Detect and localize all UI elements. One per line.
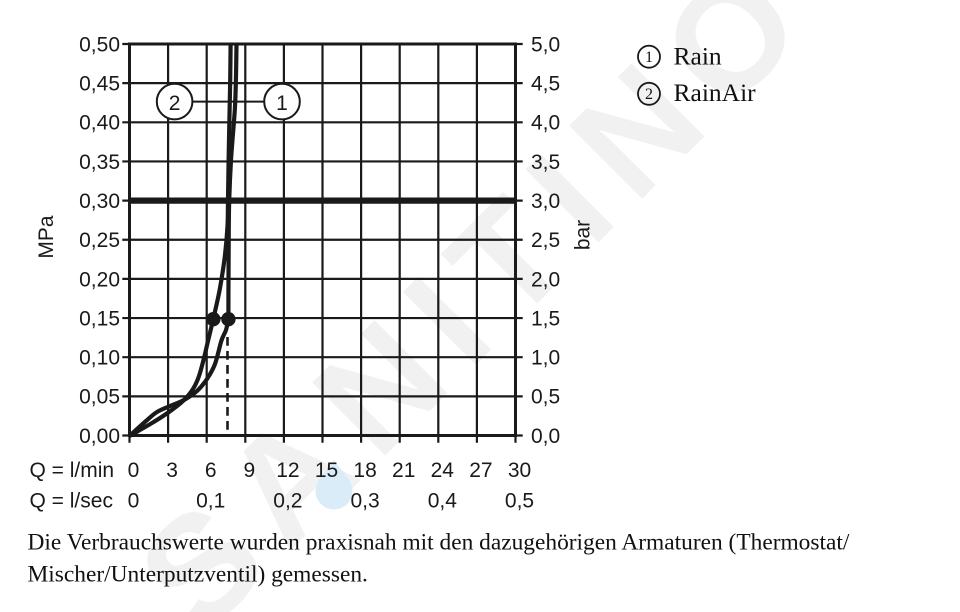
svg-text:0: 0 <box>128 490 140 513</box>
svg-text:0,05: 0,05 <box>79 386 120 409</box>
svg-text:1: 1 <box>645 49 653 66</box>
svg-text:0,25: 0,25 <box>79 229 120 252</box>
svg-text:9: 9 <box>243 459 255 482</box>
svg-text:bar: bar <box>572 220 595 250</box>
svg-text:6: 6 <box>205 459 217 482</box>
svg-text:0,35: 0,35 <box>79 151 120 174</box>
svg-text:21: 21 <box>392 459 415 482</box>
svg-text:MPa: MPa <box>35 215 58 259</box>
svg-text:RainAir: RainAir <box>674 78 757 107</box>
svg-text:5,0: 5,0 <box>531 33 560 56</box>
svg-text:3: 3 <box>166 459 178 482</box>
svg-text:Die Verbrauchswerte wurden pra: Die Verbrauchswerte wurden praxisnah mit… <box>28 530 850 556</box>
svg-text:0,5: 0,5 <box>531 386 560 409</box>
svg-text:0,10: 0,10 <box>79 347 120 370</box>
svg-text:0,45: 0,45 <box>79 73 120 96</box>
svg-text:0,4: 0,4 <box>428 490 458 513</box>
svg-text:0: 0 <box>128 459 140 482</box>
svg-text:0,20: 0,20 <box>79 268 120 291</box>
svg-text:0,0: 0,0 <box>531 425 560 448</box>
svg-text:12: 12 <box>276 459 299 482</box>
svg-text:2: 2 <box>169 92 181 115</box>
svg-text:1,5: 1,5 <box>531 307 560 330</box>
svg-text:15: 15 <box>315 459 338 482</box>
svg-text:18: 18 <box>353 459 376 482</box>
svg-text:0,30: 0,30 <box>79 190 120 213</box>
svg-text:0,00: 0,00 <box>79 425 120 448</box>
svg-text:2,0: 2,0 <box>531 268 560 291</box>
svg-text:Rain: Rain <box>674 42 722 71</box>
svg-text:Q = l/min: Q = l/min <box>30 459 115 482</box>
svg-text:0,50: 0,50 <box>79 33 120 56</box>
svg-text:4,0: 4,0 <box>531 112 560 135</box>
svg-text:0,2: 0,2 <box>273 490 302 513</box>
svg-text:0,1: 0,1 <box>196 490 225 513</box>
svg-text:0,40: 0,40 <box>79 112 120 135</box>
svg-text:0,3: 0,3 <box>350 490 379 513</box>
svg-text:0,5: 0,5 <box>505 490 534 513</box>
svg-text:Mischer/Unterputzventil) gemes: Mischer/Unterputzventil) gemessen. <box>28 561 368 587</box>
svg-text:0,15: 0,15 <box>79 307 120 330</box>
svg-text:4,5: 4,5 <box>531 73 560 96</box>
svg-text:3,0: 3,0 <box>531 190 560 213</box>
svg-text:Q = l/sec: Q = l/sec <box>30 490 113 513</box>
svg-text:27: 27 <box>469 459 492 482</box>
svg-text:2: 2 <box>645 86 653 103</box>
svg-text:24: 24 <box>431 459 455 482</box>
svg-text:1,0: 1,0 <box>531 347 560 370</box>
svg-text:2,5: 2,5 <box>531 229 560 252</box>
svg-text:3,5: 3,5 <box>531 151 560 174</box>
svg-text:1: 1 <box>276 92 288 115</box>
svg-text:30: 30 <box>508 459 531 482</box>
